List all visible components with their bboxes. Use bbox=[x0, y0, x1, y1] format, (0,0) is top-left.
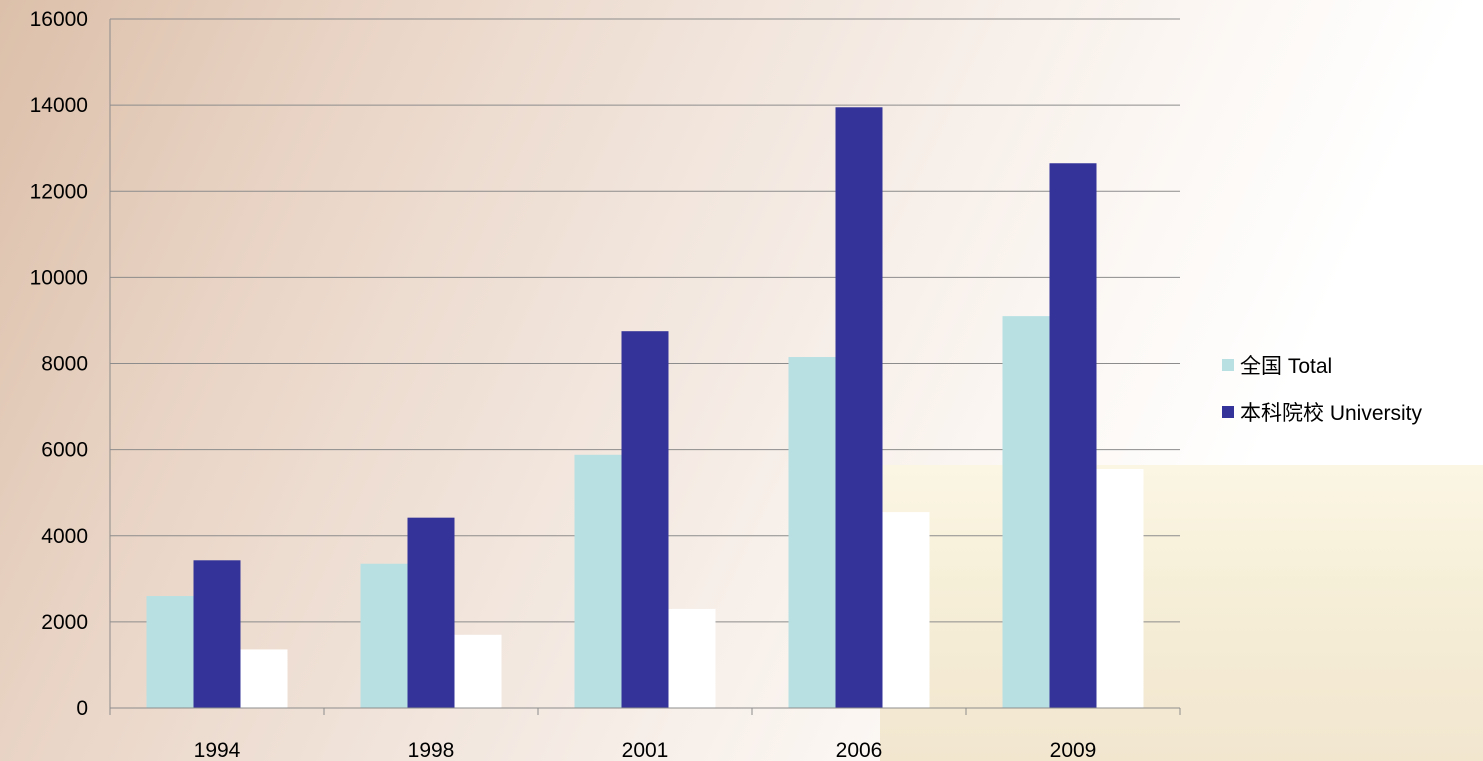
legend-entry-total: 全国 Total bbox=[1222, 352, 1422, 378]
y-tick-label: 8000 bbox=[41, 353, 88, 376]
y-tick-label: 0 bbox=[76, 697, 88, 720]
bar-1994-s1 bbox=[193, 560, 241, 708]
legend: 全国 Total 本科院校 University bbox=[1222, 352, 1422, 446]
legend-entry-university: 本科院校 University bbox=[1222, 399, 1422, 425]
bar-1994-s2 bbox=[240, 649, 288, 708]
x-tick-label: 1994 bbox=[194, 739, 241, 761]
x-tick-label: 2001 bbox=[622, 739, 669, 761]
legend-swatch-university bbox=[1222, 406, 1234, 418]
bar-2009-s0 bbox=[1002, 316, 1050, 708]
bar-2006-s2 bbox=[882, 512, 930, 708]
bar-2001-s2 bbox=[668, 608, 716, 708]
bar-1998-s2 bbox=[454, 634, 502, 708]
bar-2001-s1 bbox=[621, 331, 669, 708]
bar-2009-s2 bbox=[1096, 469, 1144, 708]
y-axis-tick-labels: 0 2000 4000 6000 8000 10000 12000 14000 16000 bbox=[30, 8, 88, 720]
y-tick-label: 12000 bbox=[30, 180, 88, 203]
bars bbox=[146, 107, 1144, 708]
y-tick-label: 16000 bbox=[30, 8, 88, 31]
y-tick-label: 2000 bbox=[41, 611, 88, 634]
axes bbox=[109, 19, 1181, 715]
y-tick-label: 10000 bbox=[30, 266, 88, 289]
legend-label-university: 本科院校 University bbox=[1240, 402, 1423, 425]
y-tick-label: 6000 bbox=[41, 439, 88, 462]
background-campus-photo bbox=[880, 465, 1483, 761]
y-tick-label: 14000 bbox=[30, 94, 88, 117]
x-tick-label: 2009 bbox=[1050, 739, 1097, 761]
bar-2006-s0 bbox=[788, 357, 836, 708]
x-tick-label: 2006 bbox=[836, 739, 883, 761]
bar-1994-s0 bbox=[146, 596, 194, 708]
bar-2006-s1 bbox=[835, 107, 883, 708]
x-axis-tick-labels: 1994 1998 2001 2006 2009 bbox=[194, 739, 1097, 761]
bar-1998-s1 bbox=[407, 517, 455, 708]
bar-2001-s0 bbox=[574, 454, 622, 708]
legend-swatch-total bbox=[1222, 359, 1234, 371]
y-tick-label: 4000 bbox=[41, 525, 88, 548]
bar-1998-s0 bbox=[360, 563, 408, 708]
bar-2009-s1 bbox=[1049, 163, 1097, 708]
legend-label-total: 全国 Total bbox=[1240, 355, 1333, 378]
x-tick-label: 1998 bbox=[408, 739, 455, 761]
